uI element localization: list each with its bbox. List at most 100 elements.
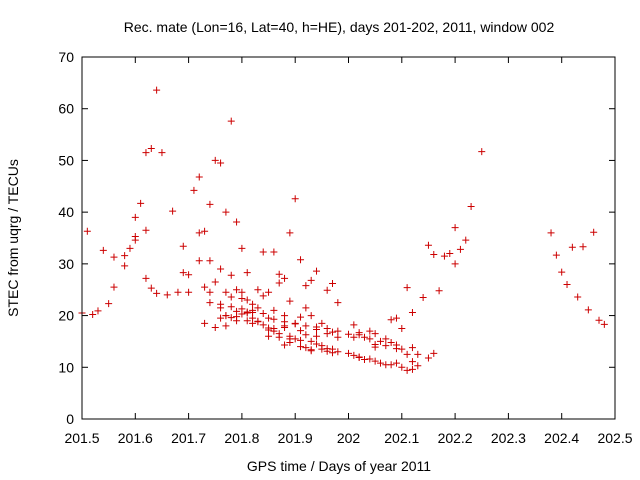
data-point bbox=[259, 248, 267, 256]
data-point bbox=[131, 213, 139, 221]
data-point bbox=[211, 278, 219, 286]
x-tick-label: 202.3 bbox=[491, 430, 526, 446]
data-point bbox=[259, 292, 267, 300]
data-point bbox=[302, 344, 310, 352]
data-point bbox=[313, 332, 321, 340]
data-point bbox=[574, 293, 582, 301]
data-point bbox=[313, 267, 321, 275]
data-point bbox=[243, 308, 251, 316]
data-point bbox=[195, 173, 203, 181]
data-point bbox=[275, 270, 283, 278]
data-point bbox=[99, 246, 107, 254]
data-point bbox=[270, 325, 278, 332]
data-point bbox=[195, 229, 203, 237]
data-point bbox=[350, 351, 358, 359]
data-point bbox=[89, 311, 97, 319]
data-point bbox=[185, 271, 193, 279]
data-point bbox=[227, 117, 235, 125]
data-point bbox=[206, 257, 214, 265]
data-point bbox=[142, 226, 150, 234]
data-point bbox=[291, 320, 299, 328]
data-point bbox=[408, 344, 416, 352]
data-point bbox=[206, 288, 214, 296]
data-point bbox=[227, 293, 235, 301]
data-point bbox=[270, 306, 278, 314]
data-point bbox=[307, 312, 315, 320]
data-point bbox=[265, 314, 273, 322]
data-point bbox=[558, 268, 566, 276]
data-point bbox=[403, 284, 411, 292]
data-point bbox=[233, 317, 241, 325]
data-point bbox=[105, 300, 113, 308]
data-point bbox=[265, 332, 273, 340]
data-point bbox=[398, 345, 406, 353]
data-point bbox=[227, 314, 235, 322]
y-tick-label: 20 bbox=[58, 308, 74, 324]
data-point bbox=[579, 243, 587, 251]
data-point bbox=[313, 340, 321, 348]
data-point bbox=[446, 250, 454, 258]
data-point bbox=[131, 236, 139, 244]
data-point bbox=[233, 286, 241, 294]
data-point bbox=[392, 359, 400, 367]
data-point bbox=[297, 256, 305, 264]
data-point bbox=[110, 253, 118, 261]
data-point bbox=[302, 282, 310, 290]
x-tick-label: 202.4 bbox=[544, 430, 579, 446]
data-point bbox=[595, 316, 603, 324]
x-axis-label: GPS time / Days of year 2011 bbox=[247, 458, 431, 474]
data-point bbox=[334, 348, 342, 356]
data-point bbox=[451, 224, 459, 232]
data-point bbox=[281, 312, 289, 320]
data-point bbox=[254, 304, 262, 312]
data-point bbox=[382, 335, 390, 343]
data-point bbox=[440, 252, 448, 260]
data-point bbox=[254, 317, 262, 325]
data-point bbox=[238, 244, 246, 252]
data-point bbox=[217, 314, 225, 322]
data-point bbox=[153, 289, 161, 297]
data-point bbox=[265, 326, 273, 334]
data-point bbox=[387, 338, 395, 346]
data-point bbox=[371, 343, 379, 351]
data-point bbox=[345, 349, 352, 357]
x-tick-label: 202.2 bbox=[438, 430, 473, 446]
data-point bbox=[547, 229, 555, 237]
x-tick-label: 201.7 bbox=[171, 430, 206, 446]
data-point bbox=[419, 293, 427, 301]
data-point bbox=[297, 336, 305, 344]
data-point bbox=[392, 345, 400, 353]
data-point bbox=[467, 202, 475, 210]
data-point bbox=[387, 316, 395, 324]
data-point bbox=[376, 359, 384, 367]
data-point bbox=[313, 326, 321, 334]
data-point bbox=[206, 200, 214, 208]
data-point bbox=[552, 251, 560, 259]
x-tick-label: 201.9 bbox=[278, 430, 313, 446]
data-point bbox=[430, 349, 438, 357]
data-point bbox=[366, 335, 374, 343]
data-point bbox=[211, 323, 219, 331]
x-tick-label: 202.1 bbox=[384, 430, 419, 446]
data-point bbox=[222, 288, 230, 296]
data-point bbox=[297, 327, 305, 335]
data-point bbox=[179, 269, 187, 277]
data-point bbox=[227, 271, 235, 279]
data-point bbox=[408, 358, 416, 366]
data-point bbox=[563, 281, 571, 289]
data-point bbox=[334, 327, 342, 335]
data-point bbox=[291, 195, 299, 203]
data-point bbox=[227, 303, 235, 311]
data-points bbox=[78, 86, 608, 374]
data-point bbox=[323, 286, 331, 294]
data-point bbox=[201, 319, 209, 327]
data-point bbox=[307, 337, 315, 345]
data-point bbox=[238, 288, 246, 296]
data-point bbox=[195, 257, 203, 265]
data-point bbox=[222, 312, 230, 320]
data-point bbox=[158, 149, 166, 157]
data-point bbox=[323, 347, 331, 355]
data-point bbox=[462, 236, 470, 244]
data-point bbox=[83, 227, 91, 235]
